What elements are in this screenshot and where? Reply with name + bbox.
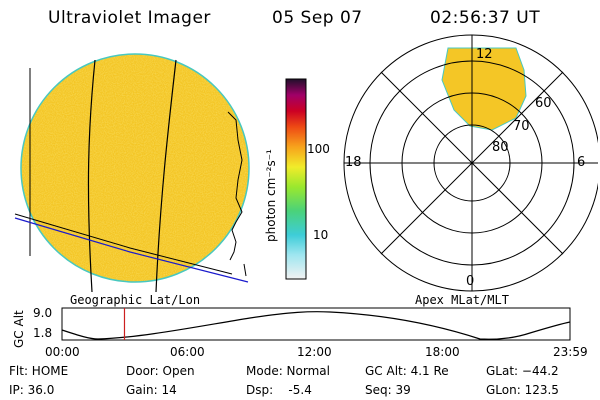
altitude-ytick-max: 9.0 [33,306,53,320]
colorbar-tick-100: 100 [307,142,330,156]
colorbar-tick-10: 10 [313,228,329,242]
polar-plot [343,34,598,292]
altitude-ylabel: GC Alt [12,310,26,348]
mlat-label-60: 60 [535,96,552,111]
colorbar-unit-label: photon cm⁻²s⁻¹ [264,149,278,242]
geographic-label: Geographic Lat/Lon [70,293,201,307]
meridian-line [87,59,96,292]
status-mode: Mode: Normal [246,364,330,378]
disk-outline [20,53,250,283]
status-gc-alt: GC Alt: 4.1 Re [365,364,449,378]
status-ip: IP: 36.0 [9,383,55,397]
geographic-image [14,53,250,292]
coastline [227,111,243,261]
polar-diagonal [380,71,564,255]
altitude-plot [61,307,571,341]
date-label: 05 Sep 07 [272,8,363,28]
latitude-line [14,213,233,275]
status-dsp: Dsp: -5.4 [246,383,312,397]
altitude-xtick-4: 23:59 [553,345,588,359]
mlt-label-18: 18 [345,155,362,170]
altitude-xtick-1: 06:00 [170,345,205,359]
altitude-xtick-3: 18:00 [425,345,460,359]
mlat-label-70: 70 [513,119,530,134]
mlat-label-80: 80 [492,140,509,155]
mlt-label-0: 0 [466,274,475,289]
status-glon: GLon: 123.5 [486,383,559,397]
mlt-label-12: 12 [476,47,493,62]
colorbar [285,78,307,280]
altitude-ytick-min: 1.8 [33,326,53,340]
altitude-xtick-0: 00:00 [45,345,80,359]
latitude-line [14,217,249,283]
time-label: 02:56:37 UT [430,8,541,28]
mlt-label-6: 6 [577,155,586,170]
app-title: Ultraviolet Imager [48,8,211,28]
polar-image-region [441,47,527,131]
status-door: Door: Open [126,364,195,378]
apex-label: Apex MLat/MLT [415,293,509,307]
altitude-xtick-2: 12:00 [297,345,332,359]
altitude-frame [61,307,571,341]
status-gain: Gain: 14 [126,383,177,397]
status-seq: Seq: 39 [365,383,411,397]
altitude-curve [61,311,571,340]
status-glat: GLat: −44.2 [486,364,559,378]
status-flt: Flt: HOME [9,364,69,378]
